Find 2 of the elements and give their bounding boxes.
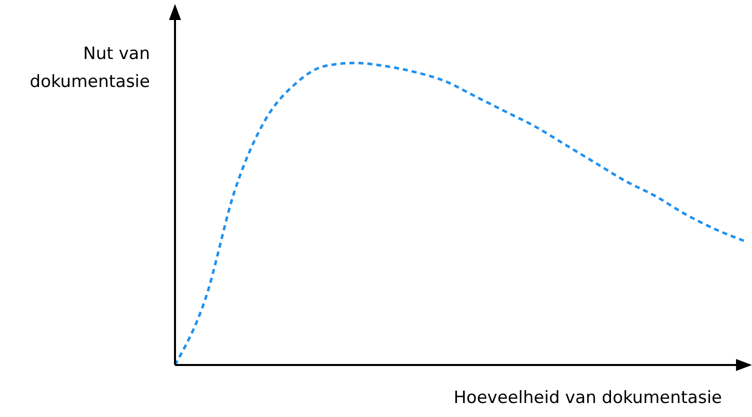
- y-axis-title: Nut van dokumentasie: [28, 43, 150, 94]
- x-axis-title: Hoeveelheid van dokumentasie: [454, 388, 722, 408]
